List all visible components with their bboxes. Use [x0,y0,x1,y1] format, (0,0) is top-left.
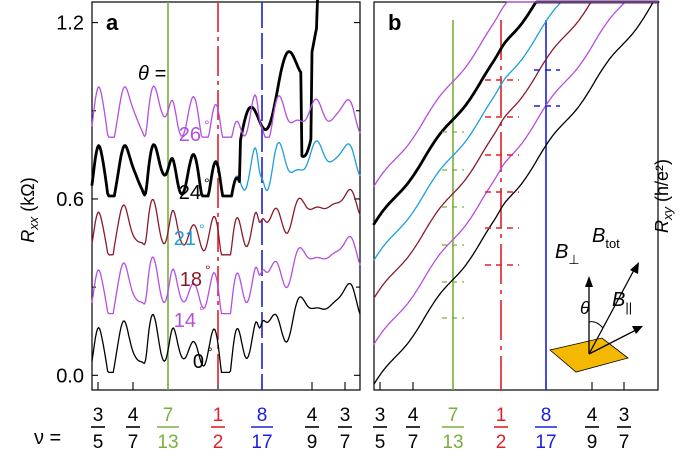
fraction-denominator: 2 [496,432,507,453]
fraction-label-a: 713 [157,405,179,453]
fraction-label-b: 37 [617,405,631,453]
fraction-denominator: 7 [619,432,630,453]
theta-label-0: 0 [193,351,204,373]
panel-b-label: b [388,10,401,35]
fraction-denominator: 2 [213,432,224,453]
fraction-numerator: 3 [93,405,104,426]
fraction-label-a: 49 [305,405,319,453]
fraction-denominator: 17 [251,432,272,453]
theta-label-14: 14 [174,310,196,332]
rxx-series-18 [91,188,361,256]
fraction-numerator: 1 [496,405,507,426]
ytick-label: 0.6 [56,189,84,211]
fraction-label-b: 49 [585,405,599,453]
svg-text:Rxx (kΩ): Rxx (kΩ) [18,177,41,242]
rxx-series-26 [91,85,361,138]
fraction-label-a: 817 [251,405,273,453]
fraction-numerator: 4 [128,405,139,426]
rxy-series-0 [373,1,659,385]
b-tot-label: Btot [592,225,620,251]
panel-a-frame [91,1,361,391]
rxx-series-0 [91,282,361,374]
fraction-denominator: 5 [93,432,104,453]
fraction-denominator: 7 [408,432,419,453]
theta-label-26: 26 [179,124,201,146]
ytick-label: 0.0 [56,365,84,387]
theta-degree: ° [205,262,211,278]
fraction-denominator: 7 [340,432,351,453]
fraction-numerator: 4 [587,405,598,426]
svg-text:Rxy (h/e²): Rxy (h/e²) [652,159,675,233]
b-par-arrow-shaft [588,329,637,355]
fraction-denominator: 17 [535,432,556,453]
panel-a-label: a [106,10,119,35]
fraction-label-a: 35 [91,405,105,453]
fraction-label-b: 47 [406,405,420,453]
rxy-series-21 [373,1,659,261]
fraction-denominator: 7 [128,432,139,453]
theta-prefix: θ = [138,63,166,85]
sample-plane-icon [549,337,629,373]
fraction-numerator: 8 [541,405,552,426]
theta-degree: ° [204,175,210,191]
b-perp-label: B⊥ [555,241,580,267]
b-par-label: B|| [612,289,632,315]
theta-degree: ° [207,344,213,360]
rxx-series-24 [90,0,319,198]
fraction-numerator: 3 [375,405,386,426]
b-tot-arrow-shaft [588,269,635,355]
theta-degree: ° [199,303,205,319]
fraction-denominator: 5 [375,432,386,453]
theta-degree: ° [204,117,210,133]
fraction-numerator: 7 [163,405,174,426]
fraction-label-b: 12 [494,405,508,453]
theta-arc [588,321,604,329]
fraction-denominator: 13 [157,432,178,453]
fraction-denominator: 9 [307,432,318,453]
fraction-numerator: 3 [340,405,351,426]
inset-theta: θ [580,298,590,318]
fraction-numerator: 7 [448,405,459,426]
fraction-label-b: 35 [373,405,387,453]
rxy-axis-label: Rxy (h/e²) [652,159,675,233]
theta-label-21: 21 [174,228,196,250]
fraction-label-a: 37 [338,405,352,453]
fraction-numerator: 8 [257,405,268,426]
fraction-denominator: 13 [442,432,463,453]
rxy-series-14 [373,1,659,345]
fraction-label-b: 817 [535,405,557,453]
fraction-label-a: 47 [126,405,140,453]
panel-a: 0.00.61.20 °14 °18 °21 °24 °26 °θ =a Rxx (kΩ) [18,0,361,391]
rxy-series-26 [373,1,659,187]
fraction-numerator: 3 [619,405,630,426]
field-geometry-inset: θ B⊥ Btot B|| [549,225,643,373]
fraction-label-a: 12 [211,405,225,453]
fraction-numerator: 4 [307,405,318,426]
fraction-denominator: 9 [587,432,598,453]
ytick-label: 1.2 [56,13,84,35]
b-perp-arrowhead-icon [585,276,593,287]
theta-label-24: 24 [179,182,201,204]
rxx-series-14 [91,235,361,315]
b-par-arrowhead-icon [632,326,643,334]
b-tot-arrowhead-icon [630,262,639,274]
theta-degree: ° [199,221,205,237]
fraction-numerator: 1 [213,405,224,426]
rxx-axis-label: Rxx (kΩ) [18,177,41,242]
fraction-label-b: 713 [442,405,464,453]
nu-label: ν = [34,427,61,449]
fraction-numerator: 4 [408,405,419,426]
panel-b: Rxy (h/e²) b θ B⊥ Btot B|| [372,0,675,391]
theta-label-18: 18 [180,269,202,291]
